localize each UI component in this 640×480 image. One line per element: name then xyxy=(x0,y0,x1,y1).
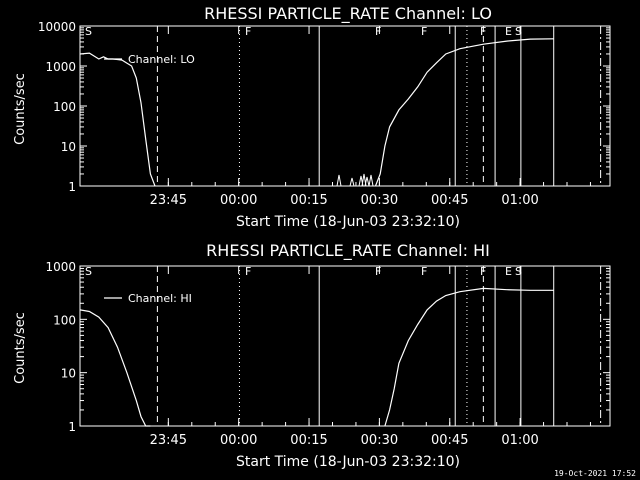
y-tick-label: 1000 xyxy=(45,260,76,274)
spike-mark xyxy=(336,174,342,187)
legend-label: Channel: LO xyxy=(128,53,195,66)
x-tick-label: 00:30 xyxy=(361,433,398,448)
x-tick-label: 23:45 xyxy=(150,193,187,208)
y-tick-label: 1 xyxy=(68,180,76,194)
y-tick-label: 1 xyxy=(68,420,76,434)
x-tick-label: 00:45 xyxy=(431,433,468,448)
y-tick-label: 1000 xyxy=(45,60,76,74)
spike-mark xyxy=(361,173,367,187)
x-tick-label: 00:15 xyxy=(290,433,327,448)
x-tick-label: 01:00 xyxy=(501,433,538,448)
event-marker: F xyxy=(480,265,486,278)
event-marker: F xyxy=(375,265,381,278)
y-tick-label: 100 xyxy=(53,313,76,327)
timestamp: 19-Oct-2021 17:52 xyxy=(554,469,636,478)
panel-hi: RHESSI PARTICLE_RATE Channel: HI Counts/… xyxy=(13,241,611,470)
spike-mark xyxy=(364,176,370,187)
x-tick-label: 23:45 xyxy=(150,433,187,448)
event-marker: F xyxy=(375,25,381,38)
x-tick-label: 00:00 xyxy=(220,433,257,448)
plot-frame xyxy=(79,25,611,187)
event-marker: S xyxy=(85,265,92,278)
panel-lo: RHESSI PARTICLE_RATE Channel: LO Counts/… xyxy=(13,4,611,230)
x-axis-label: Start Time (18-Jun-03 23:32:10) xyxy=(236,214,460,230)
y-tick-label: 10000 xyxy=(38,20,76,34)
x-tick-label: 01:00 xyxy=(501,193,538,208)
event-marker: E xyxy=(505,25,512,38)
series-line xyxy=(79,287,554,427)
x-tick-label: 00:00 xyxy=(220,193,257,208)
x-axis-label: Start Time (18-Jun-03 23:32:10) xyxy=(236,454,460,470)
event-marker: F xyxy=(245,25,251,38)
event-marker: F xyxy=(421,25,427,38)
event-marker: S xyxy=(85,25,92,38)
event-marker: S xyxy=(515,25,522,38)
chart-title: RHESSI PARTICLE_RATE Channel: HI xyxy=(206,241,490,261)
event-marker: E xyxy=(505,265,512,278)
legend-label: Channel: HI xyxy=(128,292,192,305)
x-tick-label: 00:30 xyxy=(361,193,398,208)
series-line xyxy=(79,38,554,187)
y-tick-label: 100 xyxy=(53,100,76,114)
y-axis-label: Counts/sec xyxy=(13,73,28,145)
plot-frame xyxy=(79,265,611,427)
legend: Channel: LO xyxy=(104,53,195,66)
chart-title: RHESSI PARTICLE_RATE Channel: LO xyxy=(204,4,492,24)
spike-mark xyxy=(349,177,355,187)
y-tick-label: 10 xyxy=(61,140,76,154)
x-tick-label: 00:15 xyxy=(290,193,327,208)
legend: Channel: HI xyxy=(104,292,192,305)
x-tick-label: 00:45 xyxy=(431,193,468,208)
event-marker: F xyxy=(480,25,486,38)
y-tick-label: 10 xyxy=(61,367,76,381)
spike-mark xyxy=(368,174,374,187)
event-marker: F xyxy=(421,265,427,278)
event-marker: S xyxy=(515,265,522,278)
event-marker: F xyxy=(245,265,251,278)
y-axis-label: Counts/sec xyxy=(13,312,28,384)
